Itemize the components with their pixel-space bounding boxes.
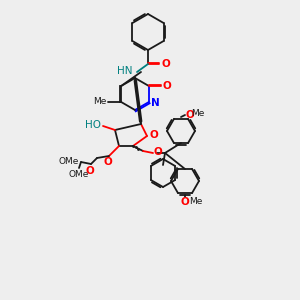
Text: HN: HN bbox=[118, 66, 133, 76]
Text: O: O bbox=[163, 81, 172, 91]
Text: O: O bbox=[154, 147, 163, 157]
Text: Me: Me bbox=[191, 109, 204, 118]
Text: OMe: OMe bbox=[69, 170, 89, 179]
Text: HO: HO bbox=[85, 120, 101, 130]
Text: O: O bbox=[181, 197, 189, 207]
Text: Me: Me bbox=[189, 196, 202, 206]
Text: N: N bbox=[151, 98, 160, 108]
Text: O: O bbox=[85, 166, 94, 176]
Text: O: O bbox=[186, 110, 195, 120]
Text: O: O bbox=[103, 157, 112, 167]
Text: O: O bbox=[161, 59, 170, 69]
Text: Me: Me bbox=[93, 98, 106, 106]
Text: O: O bbox=[150, 130, 159, 140]
Text: OMe: OMe bbox=[58, 157, 79, 166]
